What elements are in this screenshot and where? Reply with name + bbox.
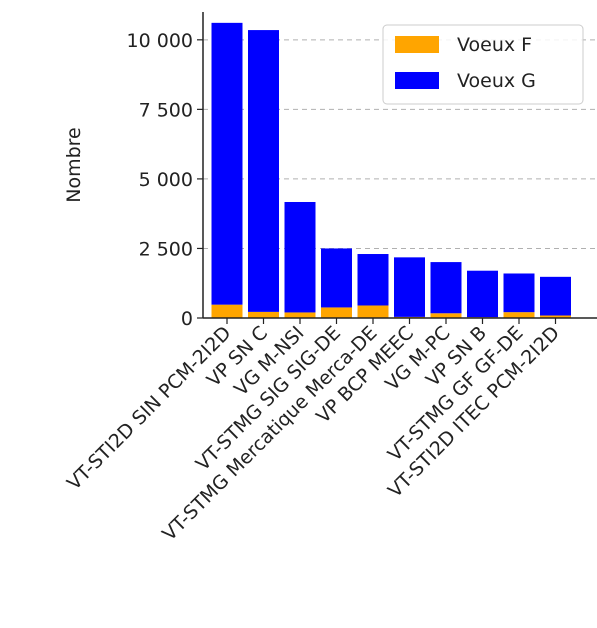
legend-label: Voeux F xyxy=(457,34,532,56)
y-tick-label: 0 xyxy=(181,308,193,330)
legend-swatch xyxy=(395,36,439,53)
axes xyxy=(202,12,597,319)
bar-voeux-g xyxy=(284,201,316,313)
bar-voeux-g xyxy=(394,257,425,317)
bar-voeux-f xyxy=(284,312,316,318)
bar-voeux-f xyxy=(503,312,535,318)
y-tick-label: 5 000 xyxy=(139,169,193,191)
legend: Voeux F Voeux G xyxy=(382,24,584,105)
bar-voeux-g xyxy=(248,30,279,312)
bar-voeux-g xyxy=(321,248,352,308)
bar-voeux-g xyxy=(503,273,535,313)
bar-voeux-g xyxy=(540,276,571,316)
y-ticks: 0 2 500 5 000 7 500 10 000 xyxy=(127,30,203,330)
y-tick-label: 2 500 xyxy=(139,238,193,260)
y-tick-label: 7 500 xyxy=(139,99,193,121)
bar-voeux-g xyxy=(467,270,498,318)
bar-voeux-g xyxy=(357,254,389,306)
legend-swatch xyxy=(395,72,439,89)
bar-voeux-g xyxy=(211,22,243,305)
bar-voeux-f xyxy=(540,315,571,318)
bar-voeux-f xyxy=(211,304,243,318)
bar-voeux-f xyxy=(321,307,352,318)
bar-voeux-f xyxy=(357,305,389,318)
legend-label: Voeux G xyxy=(457,70,536,92)
bar-voeux-f xyxy=(248,311,279,318)
y-tick-label: 10 000 xyxy=(127,30,193,52)
bars xyxy=(211,22,571,318)
bar-voeux-g xyxy=(430,262,462,314)
bar-voeux-f xyxy=(430,313,462,318)
y-axis-label: Nombre xyxy=(63,127,85,203)
